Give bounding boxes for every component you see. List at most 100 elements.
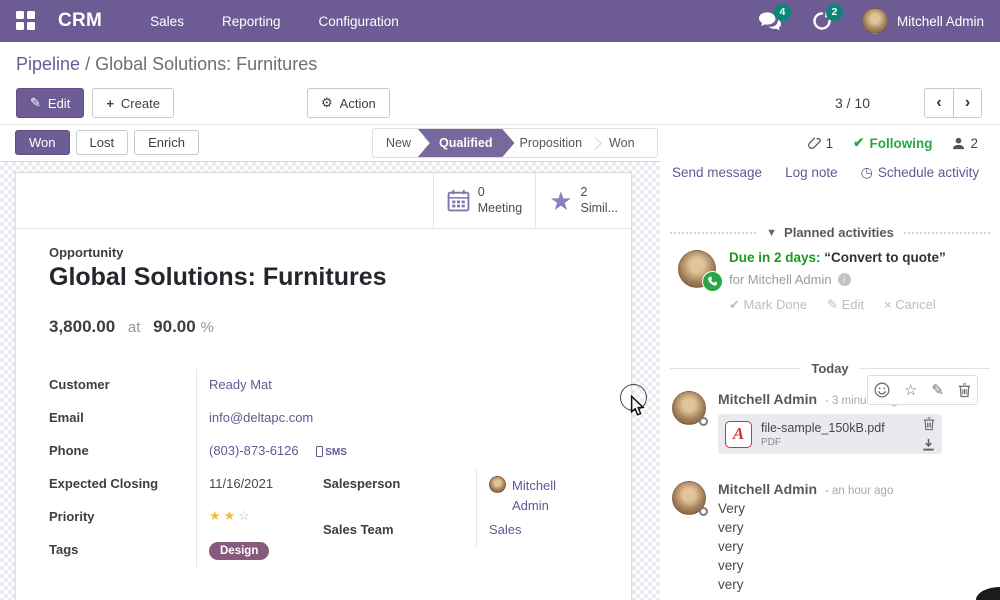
left-field-group: Customer Ready Mat Email info@deltapc.co…	[49, 369, 488, 567]
user-menu[interactable]: Mitchell Admin	[861, 8, 984, 34]
activities-icon[interactable]: 2	[810, 4, 843, 32]
similar-leads-stat-button[interactable]: ★ 2 Simil...	[535, 173, 631, 228]
chatter-panel: 1 ✔ Following 2 Send message Log note ◷ …	[660, 125, 1000, 600]
stage-widget: New Qualified Proposition Won	[372, 128, 658, 158]
stage-won[interactable]: Won	[609, 136, 635, 150]
attachments-button[interactable]: 1	[807, 135, 834, 151]
star-filled-icon[interactable]: ★	[223, 508, 239, 523]
enrich-button[interactable]: Enrich	[134, 130, 199, 155]
user-avatar	[861, 8, 888, 34]
record-type-label: Opportunity	[49, 245, 124, 260]
action-button[interactable]: ⚙ Action	[307, 88, 390, 118]
menu-configuration[interactable]: Configuration	[318, 13, 399, 29]
today-label: Today	[811, 361, 849, 376]
clock-icon: ◷	[860, 164, 873, 180]
salesperson-value[interactable]: Mitchell Admin	[512, 478, 557, 514]
message-time: - an hour ago	[824, 485, 894, 497]
planned-activity-item: Due in 2 days: “Convert to quote” for Mi…	[678, 250, 946, 313]
mark-done-button[interactable]: ✔ Mark Done	[729, 297, 808, 312]
schedule-activity-button[interactable]: ◷ Schedule activity	[860, 164, 980, 180]
apps-menu-icon[interactable]	[16, 11, 36, 31]
email-value[interactable]: info@deltapc.com	[209, 410, 314, 425]
phone-label: Phone	[49, 443, 89, 458]
stage-proposition[interactable]: Proposition	[519, 136, 583, 150]
email-label: Email	[49, 410, 84, 425]
check-icon: ✔	[853, 135, 865, 150]
attachment-download-icon[interactable]	[922, 438, 935, 451]
message-author[interactable]: Mitchell Admin	[718, 391, 818, 407]
opportunity-card: 0 Meeting ★ 2 Simil... Opportunity Globa…	[15, 172, 632, 600]
priority-stars[interactable]: ★★☆	[196, 501, 488, 534]
card-button-box: 0 Meeting ★ 2 Simil...	[16, 173, 631, 229]
attachment-name[interactable]: file-sample_150kB.pdf	[761, 420, 885, 435]
chat-bubbles-icon	[758, 11, 781, 30]
star-message-icon[interactable]: ☆	[903, 382, 918, 399]
tag-design[interactable]: Design	[209, 542, 270, 560]
breadcrumb-current: Global Solutions: Furnitures	[95, 54, 318, 74]
stage-qualified[interactable]: Qualified	[417, 128, 514, 158]
followers-count: 2	[970, 135, 978, 151]
message-author[interactable]: Mitchell Admin	[718, 481, 818, 497]
similar-count: 2	[580, 184, 588, 199]
field-groups: Customer Ready Mat Email info@deltapc.co…	[49, 369, 615, 600]
message-hover-toolbar: ☆ ✎	[866, 375, 978, 405]
send-message-button[interactable]: Send message	[672, 165, 763, 180]
amount-value: 3,800.00	[49, 317, 116, 336]
edit-button[interactable]: ✎ Edit	[16, 88, 85, 118]
meetings-label: Meeting	[477, 200, 523, 215]
pager-previous-button[interactable]: ‹	[924, 88, 953, 118]
create-button[interactable]: + Create	[92, 88, 174, 118]
caret-down-icon: ▼	[766, 226, 778, 239]
phone-value[interactable]: (803)-873-6126	[209, 443, 299, 458]
menu-sales[interactable]: Sales	[150, 13, 184, 29]
attachments-count: 1	[825, 135, 834, 151]
user-name: Mitchell Admin	[896, 13, 984, 29]
won-button[interactable]: Won	[15, 130, 70, 155]
breadcrumb-separator: /	[85, 54, 91, 74]
message-item: Mitchell Admin - 3 minutes ago A file-sa…	[672, 375, 988, 454]
planned-activities-divider: ▼ Planned activities	[670, 225, 990, 240]
attachment-delete-icon[interactable]	[923, 417, 935, 431]
sales-team-label: Sales Team	[323, 522, 394, 537]
log-note-button[interactable]: Log note	[785, 165, 838, 180]
sales-team-value[interactable]: Sales	[489, 522, 522, 537]
following-button[interactable]: ✔ Following	[853, 135, 933, 151]
priority-label: Priority	[49, 509, 95, 524]
mobile-phone-icon	[316, 446, 324, 457]
statusbar: Won Lost Enrich New Qualified Propositio…	[0, 125, 660, 162]
expected-closing-label: Expected Closing	[49, 476, 159, 491]
edit-message-icon[interactable]: ✎	[931, 382, 944, 399]
stage-new[interactable]: New	[386, 136, 412, 150]
activity-cancel-button[interactable]: × Cancel	[884, 297, 936, 312]
tags-label: Tags	[49, 542, 79, 557]
planned-activities-toggle[interactable]: ▼ Planned activities	[766, 225, 894, 240]
person-icon	[953, 137, 965, 149]
expected-revenue: 3,800.00 at 90.00 %	[49, 317, 214, 337]
meetings-stat-button[interactable]: 0 Meeting	[432, 173, 535, 228]
app-title[interactable]: CRM	[58, 10, 103, 31]
sms-button[interactable]: SMS	[316, 446, 347, 458]
delete-message-icon[interactable]	[958, 382, 971, 398]
activities-badge: 2	[825, 4, 843, 21]
message-item: Mitchell Admin - an hour ago Very very v…	[672, 481, 988, 594]
customer-label: Customer	[49, 377, 110, 392]
attachment-card[interactable]: A file-sample_150kB.pdf PDF	[718, 414, 942, 454]
online-status-icon	[699, 417, 708, 426]
menu-reporting[interactable]: Reporting	[221, 13, 281, 29]
breadcrumb-pipeline[interactable]: Pipeline	[16, 54, 81, 74]
similar-label: Simil...	[580, 200, 619, 215]
messages-icon[interactable]: 4	[758, 4, 791, 32]
lost-button[interactable]: Lost	[75, 130, 129, 155]
star-filled-icon[interactable]: ★	[209, 508, 224, 523]
followers-button[interactable]: 2	[952, 136, 978, 151]
pager-next-button[interactable]: ›	[953, 88, 982, 118]
customer-value[interactable]: Ready Mat	[209, 377, 272, 392]
page-title: Global Solutions: Furnitures	[49, 263, 387, 291]
mouse-cursor	[630, 394, 647, 422]
star-empty-icon[interactable]: ☆	[238, 508, 253, 523]
today-divider: Today	[670, 361, 991, 376]
probability-value: 90.00	[153, 317, 196, 336]
add-reaction-icon[interactable]	[874, 382, 890, 398]
activity-edit-button[interactable]: ✎ Edit	[827, 297, 865, 312]
activity-summary: “Convert to quote”	[824, 250, 946, 265]
